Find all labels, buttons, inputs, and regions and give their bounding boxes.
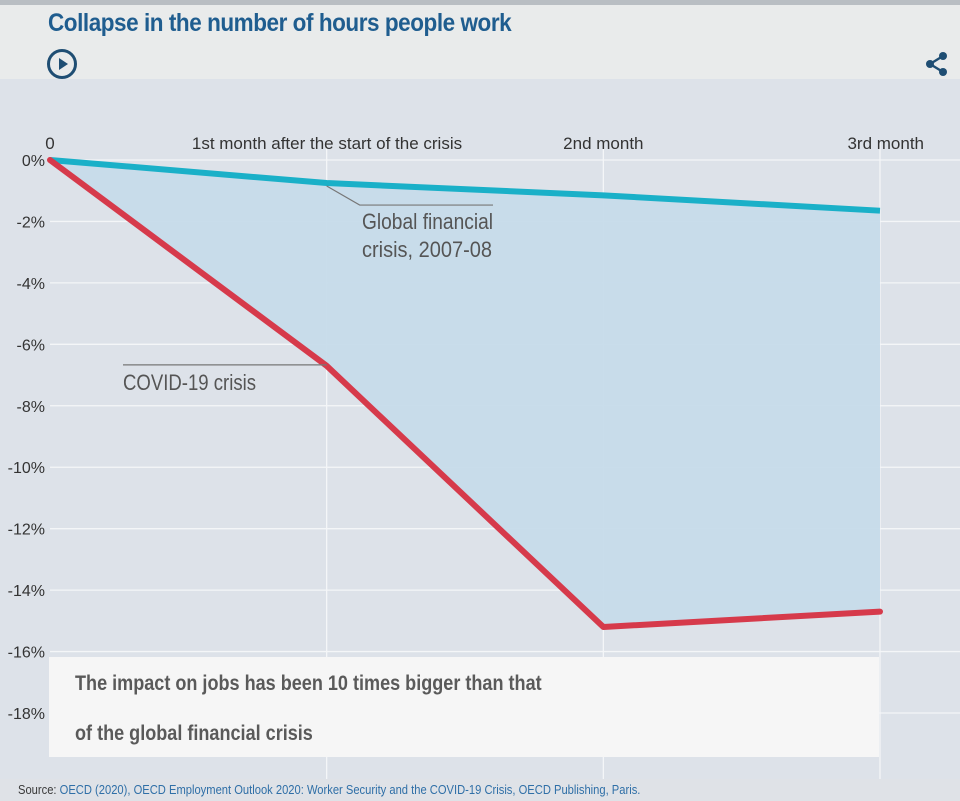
x-tick-label: 1st month after the start of the crisis: [192, 134, 462, 153]
gfc-leader-line: [326, 185, 493, 206]
x-tick-label: 3rd month: [847, 134, 924, 153]
callout-box: The impact on jobs has been 10 times big…: [49, 657, 879, 757]
top-border: [0, 0, 960, 5]
gap-area: [50, 160, 880, 627]
y-tick-label: -12%: [8, 522, 45, 539]
chart-title: Collapse in the number of hours people w…: [48, 9, 512, 37]
callout-text-line-2: of the global financial crisis: [75, 722, 313, 745]
series-line-covid: [47, 157, 883, 630]
y-tick-label: -14%: [8, 583, 45, 600]
series-label-gfc: crisis, 2007-08: [362, 237, 492, 262]
callout-text-line-1: The impact on jobs has been 10 times big…: [75, 672, 542, 695]
source-note: Source: OECD (2020), OECD Employment Out…: [18, 782, 640, 797]
share-icon: [926, 52, 947, 76]
line-chart: 0% -2% -4% -6% -8% -10% -12% -14% -16% -18% 0 1st m…: [8, 134, 960, 779]
y-tick-label: -16%: [8, 645, 45, 662]
source-link[interactable]: OECD (2020), OECD Employment Outlook 202…: [59, 782, 641, 797]
source-prefix: Source:: [18, 782, 60, 797]
y-tick-label: -18%: [8, 706, 45, 723]
series-label-covid: COVID-19 crisis: [123, 370, 256, 395]
y-tick-label: -6%: [17, 337, 45, 354]
share-button[interactable]: [924, 51, 950, 77]
x-tick-label: 0: [45, 134, 54, 153]
play-button[interactable]: [47, 49, 77, 79]
play-circle-icon: [59, 58, 68, 70]
y-tick-label: -4%: [17, 276, 45, 293]
chart-area: 0% -2% -4% -6% -8% -10% -12% -14% -16% -18% 0 1st m…: [0, 79, 960, 779]
chart-header: Collapse in the number of hours people w…: [0, 5, 960, 79]
footer: Source: OECD (2020), OECD Employment Out…: [0, 779, 960, 801]
series-label-gfc: Global financial: [362, 209, 493, 234]
y-tick-label: -2%: [17, 214, 45, 231]
y-tick-label: -10%: [8, 460, 45, 477]
series-line-gfc: [49, 157, 881, 214]
x-tick-label: 2nd month: [563, 134, 643, 153]
y-tick-label: 0%: [22, 153, 45, 170]
y-tick-label: -8%: [17, 399, 45, 416]
